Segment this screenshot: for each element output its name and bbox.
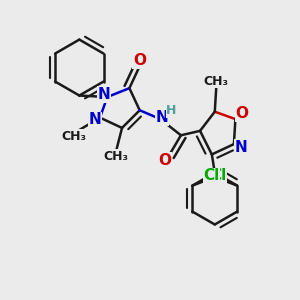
Text: CH₃: CH₃ (62, 130, 87, 143)
Text: Cl: Cl (203, 168, 220, 183)
Text: O: O (236, 106, 248, 121)
Text: H: H (166, 104, 177, 117)
Text: N: N (235, 140, 248, 154)
Text: N: N (88, 112, 101, 128)
Text: CH₃: CH₃ (204, 75, 229, 88)
Text: CH₃: CH₃ (103, 150, 129, 163)
Text: N: N (155, 110, 168, 125)
Text: O: O (133, 53, 146, 68)
Text: O: O (158, 153, 171, 168)
Text: Cl: Cl (210, 168, 226, 183)
Text: N: N (98, 87, 110, 102)
